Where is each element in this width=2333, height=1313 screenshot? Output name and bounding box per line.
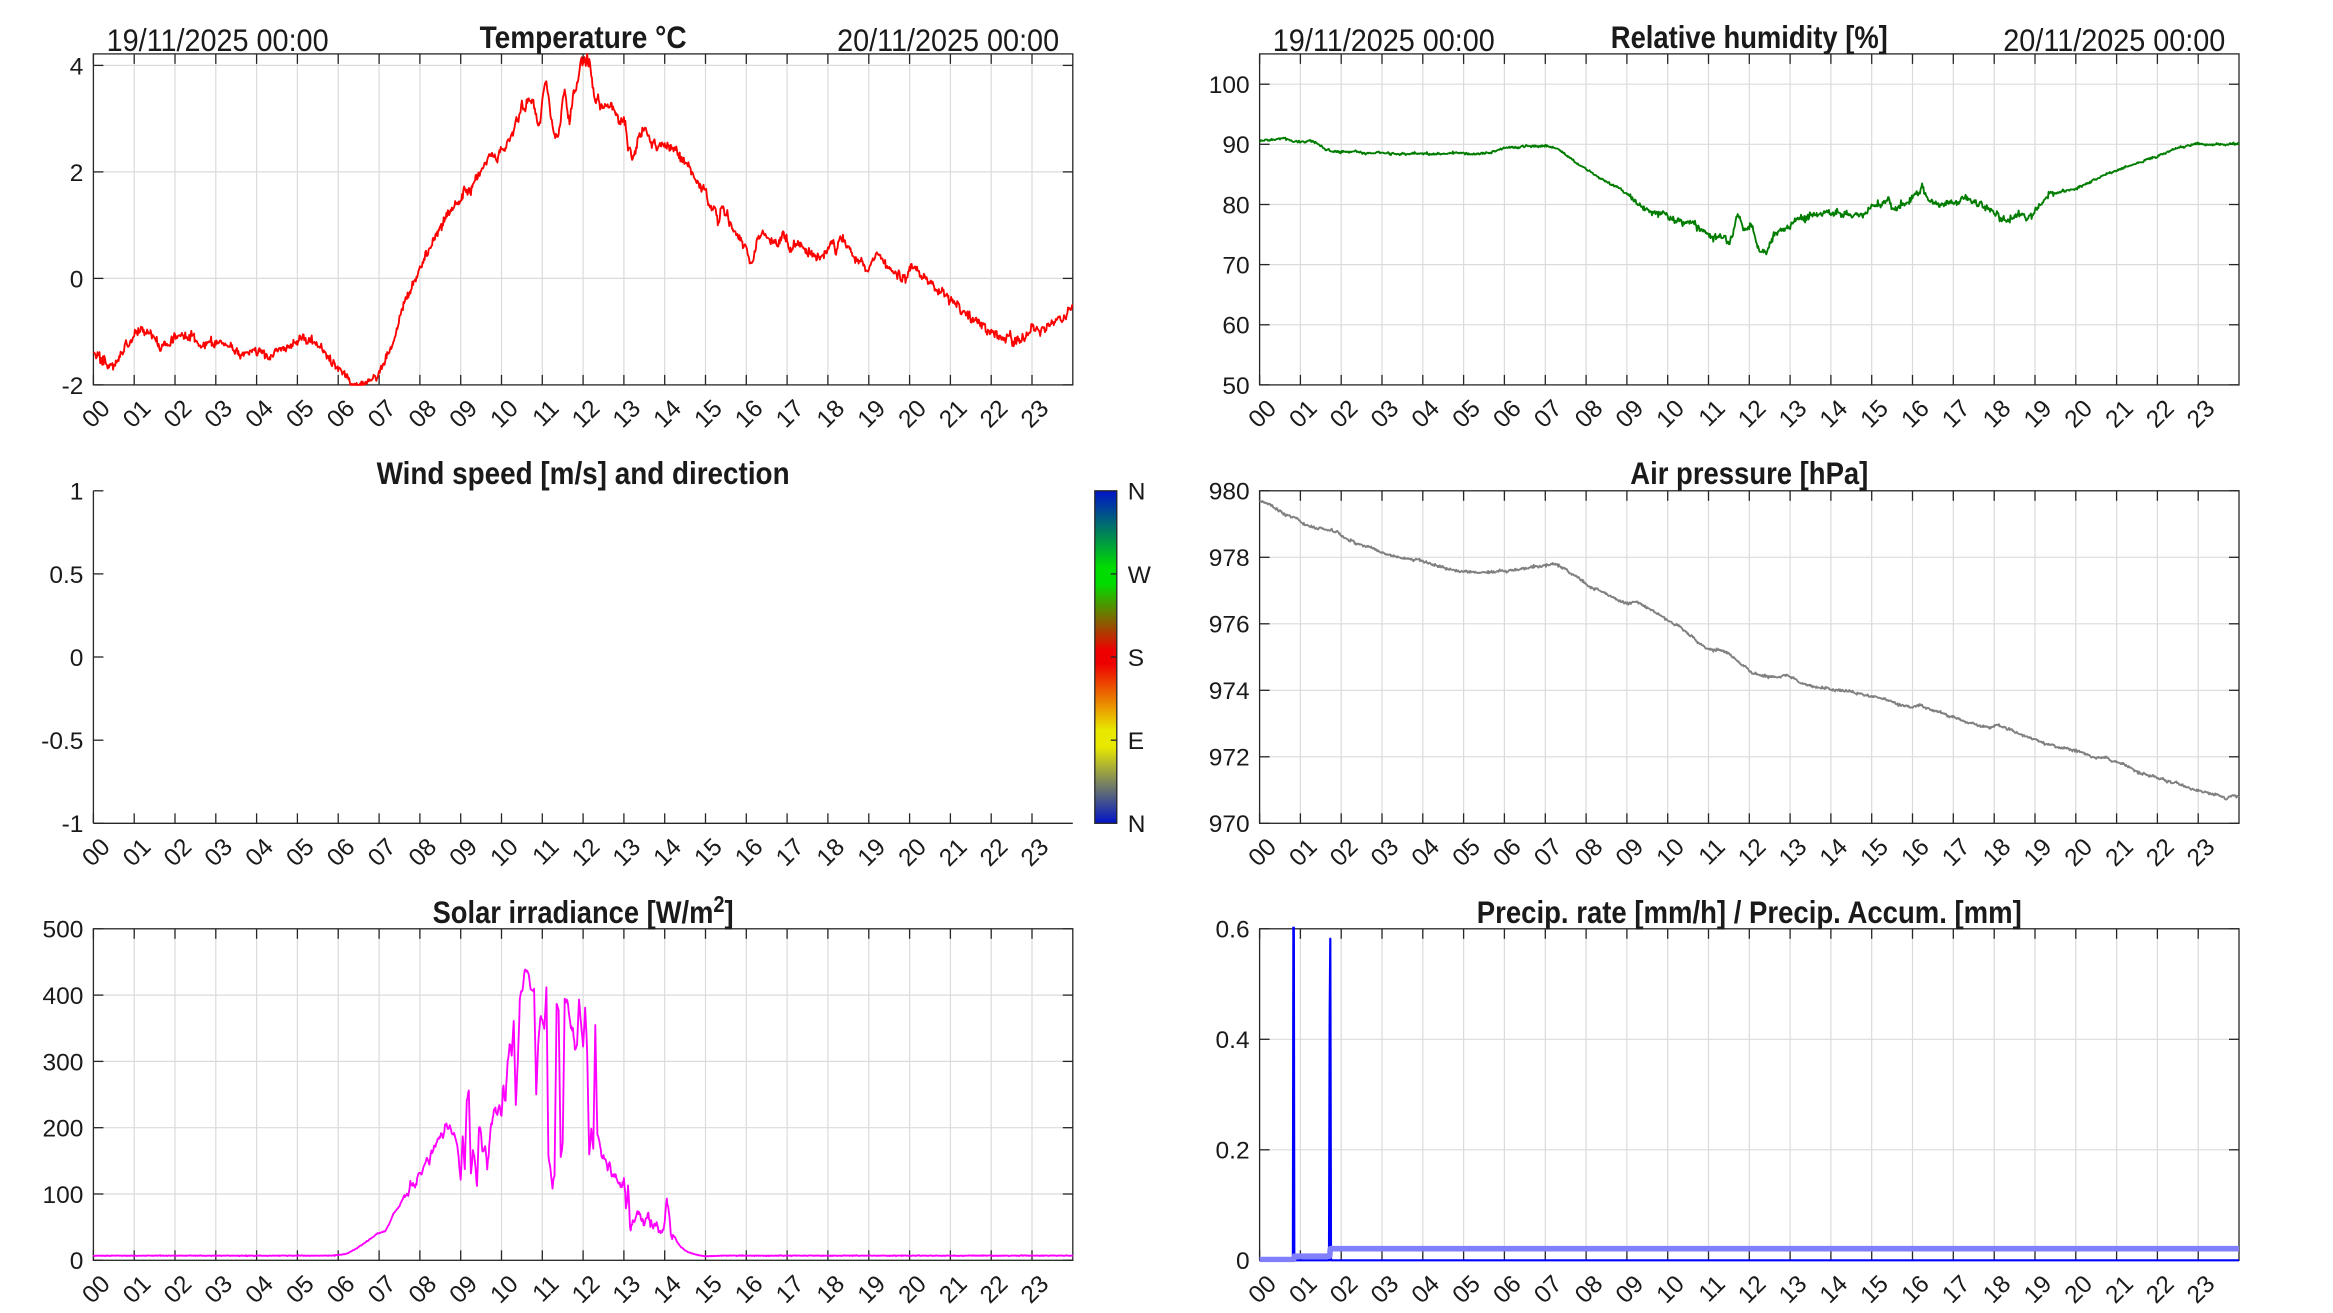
svg-text:978: 978: [1209, 545, 1250, 572]
svg-text:4: 4: [70, 53, 84, 80]
svg-text:80: 80: [1222, 192, 1249, 219]
svg-text:972: 972: [1209, 745, 1250, 772]
svg-text:976: 976: [1209, 612, 1250, 639]
svg-text:70: 70: [1222, 253, 1249, 280]
svg-text:974: 974: [1209, 678, 1250, 705]
svg-text:Air pressure [hPa]: Air pressure [hPa]: [1630, 455, 1868, 491]
svg-text:-1: -1: [62, 811, 84, 838]
svg-text:0: 0: [70, 1248, 84, 1275]
svg-text:19/11/2025 00:00: 19/11/2025 00:00: [107, 22, 329, 58]
svg-text:Temperature °C: Temperature °C: [480, 19, 687, 55]
svg-text:1: 1: [70, 479, 84, 506]
svg-text:20/11/2025 00:00: 20/11/2025 00:00: [2003, 22, 2225, 58]
svg-text:-0.5: -0.5: [41, 728, 83, 755]
svg-text:N: N: [1128, 811, 1146, 838]
svg-text:0.5: 0.5: [49, 562, 83, 589]
svg-text:50: 50: [1222, 373, 1249, 400]
svg-text:S: S: [1128, 645, 1144, 672]
svg-text:E: E: [1128, 728, 1144, 755]
svg-text:20/11/2025 00:00: 20/11/2025 00:00: [837, 22, 1059, 58]
svg-text:Relative humidity [%]: Relative humidity [%]: [1611, 19, 1888, 55]
svg-text:-2: -2: [62, 373, 84, 400]
svg-text:60: 60: [1222, 313, 1249, 340]
svg-text:100: 100: [43, 1182, 84, 1209]
svg-text:90: 90: [1222, 132, 1249, 159]
svg-text:200: 200: [43, 1116, 84, 1143]
svg-text:0: 0: [70, 645, 84, 672]
svg-text:300: 300: [43, 1049, 84, 1076]
svg-text:400: 400: [43, 983, 84, 1010]
svg-text:0.4: 0.4: [1216, 1027, 1250, 1054]
svg-text:N: N: [1128, 479, 1146, 506]
svg-text:Wind speed [m/s] and direction: Wind speed [m/s] and direction: [377, 455, 790, 491]
svg-text:0.6: 0.6: [1216, 917, 1250, 944]
svg-text:0.2: 0.2: [1216, 1138, 1250, 1165]
svg-text:W: W: [1128, 562, 1152, 589]
svg-text:980: 980: [1209, 479, 1250, 506]
svg-text:Solar irradiance [W/m2]: Solar irradiance [W/m2]: [433, 891, 734, 930]
svg-text:970: 970: [1209, 811, 1250, 838]
svg-text:0: 0: [70, 266, 84, 293]
svg-text:Precip. rate [mm/h] / Precip.: Precip. rate [mm/h] / Precip. Accum. [mm…: [1477, 894, 2022, 930]
svg-text:2: 2: [70, 160, 84, 187]
svg-text:500: 500: [43, 917, 84, 944]
svg-text:0: 0: [1236, 1248, 1250, 1275]
svg-text:100: 100: [1209, 72, 1250, 99]
svg-text:19/11/2025 00:00: 19/11/2025 00:00: [1273, 22, 1495, 58]
